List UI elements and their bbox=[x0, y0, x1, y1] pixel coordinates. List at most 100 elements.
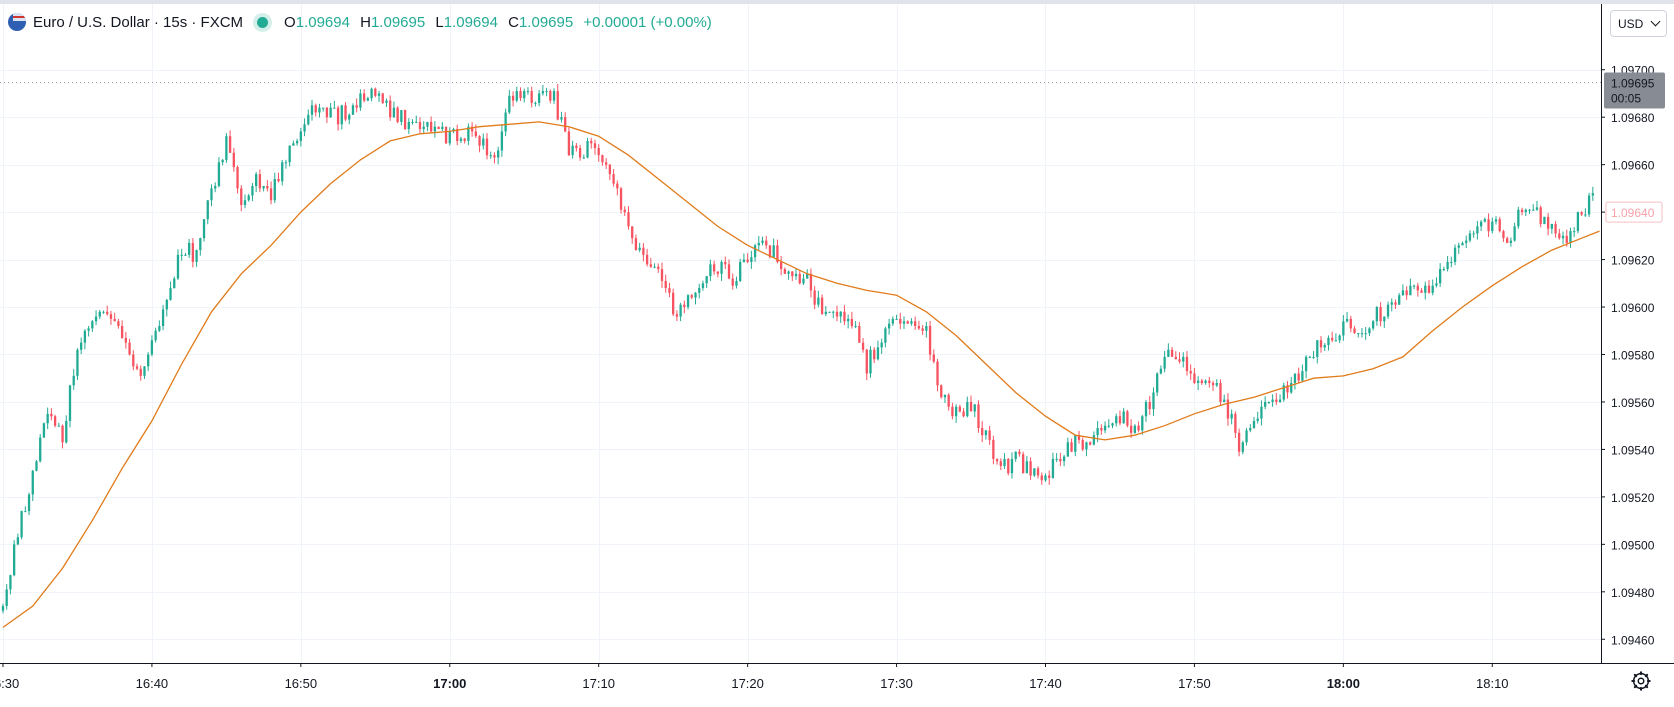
candle-body bbox=[277, 178, 280, 182]
candle-body bbox=[835, 311, 839, 317]
close-value: 1.09695 bbox=[518, 13, 574, 31]
candle-body bbox=[690, 295, 693, 298]
candle-body bbox=[973, 404, 976, 412]
candle-body bbox=[1293, 373, 1297, 383]
gear-icon[interactable] bbox=[1630, 670, 1652, 692]
candle-body bbox=[91, 321, 94, 329]
candle-body bbox=[698, 288, 701, 293]
candle-body bbox=[1286, 385, 1289, 393]
candle-body bbox=[1323, 345, 1326, 348]
candle-body bbox=[556, 91, 559, 120]
candle-body bbox=[735, 280, 738, 286]
candle-body bbox=[113, 318, 116, 322]
symbol-title[interactable]: Euro / U.S. Dollar · 15s · FXCM bbox=[33, 13, 244, 31]
candle-body bbox=[422, 126, 425, 130]
candle-body bbox=[716, 271, 719, 274]
candle-body bbox=[1048, 475, 1051, 478]
candle-body bbox=[794, 273, 798, 277]
candle-body bbox=[1532, 209, 1535, 211]
candle-body bbox=[1100, 428, 1103, 431]
candle-body bbox=[489, 155, 492, 157]
candle-body bbox=[928, 326, 932, 355]
candle-body bbox=[1, 606, 5, 611]
candle-body bbox=[1029, 461, 1032, 476]
candle-body bbox=[87, 328, 90, 331]
candle-body bbox=[575, 145, 578, 149]
candle-body bbox=[1278, 399, 1282, 402]
symbol-legend[interactable]: Euro / U.S. Dollar · 15s · FXCM O1.09694… bbox=[8, 10, 712, 34]
candle-body bbox=[720, 261, 723, 274]
time-scale-background bbox=[0, 663, 1674, 702]
candle-body bbox=[444, 126, 448, 144]
candle-body bbox=[210, 188, 213, 201]
candle-body bbox=[1007, 458, 1010, 474]
candle-body bbox=[1561, 235, 1565, 239]
candle-body bbox=[943, 394, 947, 398]
candle-body bbox=[1520, 209, 1524, 213]
candle-body bbox=[1446, 261, 1449, 270]
candle-body bbox=[694, 292, 697, 298]
time-tick-label: 17:00 bbox=[433, 676, 466, 691]
candle-body bbox=[1569, 231, 1572, 243]
candle-body bbox=[616, 183, 619, 189]
price-scale-layer: 1.097001.096801.096601.096401.096201.096… bbox=[1601, 4, 1674, 663]
candle-body bbox=[768, 245, 772, 258]
ma-price-badge bbox=[1605, 201, 1663, 223]
candle-body bbox=[1304, 356, 1308, 372]
candle-body bbox=[578, 148, 582, 158]
candle-body bbox=[1450, 261, 1453, 263]
candle-body bbox=[1479, 221, 1483, 227]
candle-body bbox=[485, 138, 489, 156]
candle-body bbox=[627, 212, 630, 227]
candle-body bbox=[396, 107, 399, 122]
candle-body bbox=[1003, 458, 1006, 467]
candle-body bbox=[917, 326, 921, 329]
candle-body bbox=[228, 136, 232, 153]
candle-body bbox=[712, 264, 716, 272]
candle-body bbox=[1457, 245, 1460, 248]
candle-body bbox=[1059, 458, 1062, 462]
candle-body bbox=[1051, 458, 1055, 478]
candle-body bbox=[98, 311, 101, 317]
candle-body bbox=[418, 121, 422, 130]
candle-body bbox=[463, 138, 466, 141]
candle-body bbox=[549, 91, 552, 101]
currency-label: USD bbox=[1618, 16, 1644, 31]
candle-body bbox=[1502, 231, 1505, 239]
candle-body bbox=[1129, 425, 1133, 433]
candle-body bbox=[493, 155, 496, 158]
candle-body bbox=[176, 254, 180, 279]
candle-body bbox=[1573, 231, 1576, 233]
candle-body bbox=[35, 461, 38, 471]
price-tick-label: 1.09500 bbox=[1611, 538, 1655, 552]
candle-body bbox=[173, 278, 176, 289]
candle-body bbox=[1494, 219, 1498, 222]
candle-body bbox=[106, 311, 109, 315]
candle-body bbox=[1144, 401, 1148, 417]
open-key: O bbox=[284, 13, 296, 31]
price-tick-label: 1.09600 bbox=[1611, 301, 1655, 315]
candle-body bbox=[65, 420, 68, 443]
candle-body bbox=[1066, 442, 1069, 457]
candle-body bbox=[1159, 368, 1163, 374]
candle-body bbox=[1308, 356, 1311, 358]
chevron-down-icon bbox=[1650, 16, 1661, 27]
candle-body bbox=[1014, 451, 1017, 459]
candle-body bbox=[459, 138, 463, 141]
candle-body bbox=[672, 292, 675, 315]
candle-body bbox=[1211, 382, 1215, 386]
candle-body bbox=[5, 589, 8, 607]
candle-body bbox=[478, 136, 481, 146]
candle-body bbox=[117, 321, 120, 327]
candle-body bbox=[914, 321, 917, 327]
candle-body bbox=[1252, 420, 1256, 429]
candle-body bbox=[195, 250, 198, 262]
candle-body bbox=[776, 245, 779, 262]
candle-body bbox=[1185, 356, 1189, 372]
currency-select-button[interactable]: USD bbox=[1610, 10, 1667, 37]
candle-body bbox=[1174, 356, 1177, 360]
candle-body bbox=[791, 271, 794, 277]
candle-body bbox=[258, 174, 262, 189]
